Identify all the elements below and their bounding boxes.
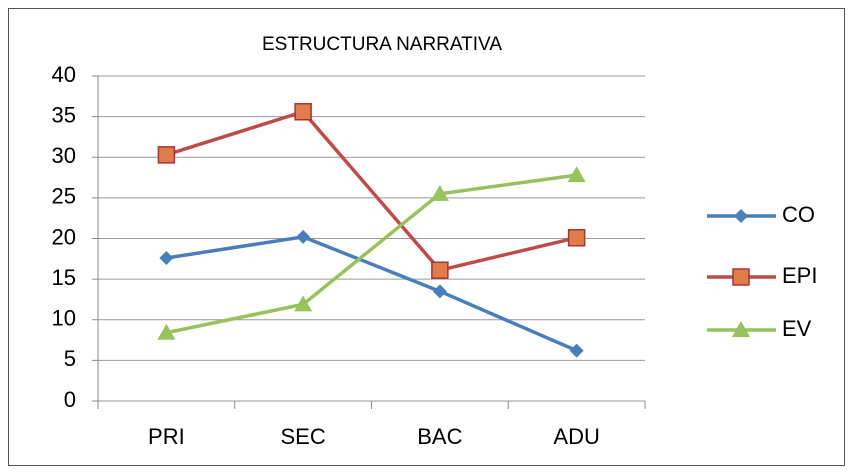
series-line bbox=[166, 173, 577, 335]
y-tick-label: 20 bbox=[52, 224, 76, 249]
legend-label: EPI bbox=[782, 263, 817, 288]
marker bbox=[432, 284, 447, 299]
y-tick-label: 0 bbox=[64, 387, 76, 412]
x-tick-label: SEC bbox=[281, 424, 326, 449]
marker bbox=[431, 261, 449, 279]
y-tick-label: 35 bbox=[52, 102, 76, 127]
chart-title: ESTRUCTURA NARRATIVA bbox=[262, 34, 502, 55]
marker bbox=[296, 229, 311, 244]
marker bbox=[159, 251, 174, 265]
series-line bbox=[166, 235, 578, 353]
y-tick-label: 30 bbox=[52, 143, 76, 168]
y-tick-label: 5 bbox=[64, 346, 76, 371]
marker bbox=[430, 184, 449, 201]
y-tick-label: 15 bbox=[52, 265, 76, 290]
legend-label: EV bbox=[782, 316, 812, 341]
legend-label: CO bbox=[782, 202, 815, 227]
marker bbox=[157, 146, 176, 164]
marker bbox=[567, 228, 586, 247]
y-tick-label: 10 bbox=[52, 306, 76, 331]
series-line bbox=[165, 109, 578, 273]
marker bbox=[569, 343, 584, 358]
marker bbox=[294, 295, 313, 312]
x-tick-label: BAC bbox=[417, 424, 462, 449]
marker bbox=[732, 321, 750, 337]
marker bbox=[567, 166, 586, 183]
marker bbox=[157, 323, 176, 340]
marker bbox=[734, 209, 748, 223]
chart-frame bbox=[8, 8, 845, 466]
y-tick-label: 25 bbox=[52, 184, 76, 209]
marker bbox=[732, 268, 750, 286]
marker bbox=[294, 103, 312, 121]
x-tick-label: ADU bbox=[553, 424, 599, 449]
y-tick-label: 40 bbox=[52, 62, 76, 87]
x-tick-label: PRI bbox=[148, 424, 185, 449]
